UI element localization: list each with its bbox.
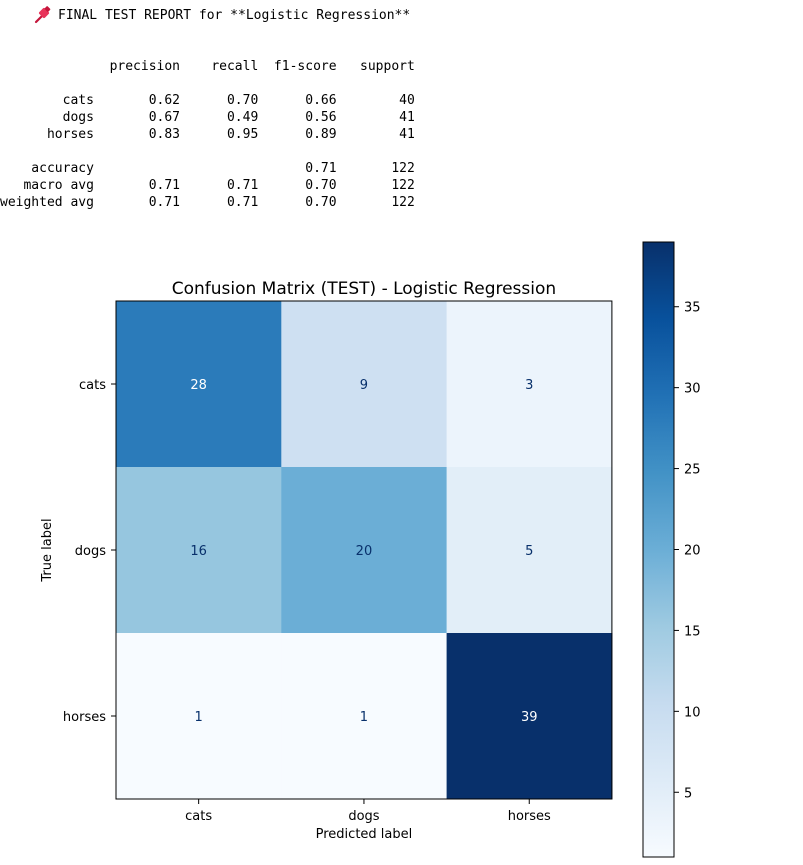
report-summary-row: accuracy 0.71 122	[0, 161, 415, 176]
report-header-text: FINAL TEST REPORT for **Logistic Regress…	[58, 7, 411, 23]
chart-title: Confusion Matrix (TEST) - Logistic Regre…	[172, 279, 556, 299]
colorbar-tick-label: 15	[684, 624, 701, 639]
cell-value-label: 9	[360, 378, 368, 393]
heatmap-cell	[116, 467, 282, 634]
heatmap-cell	[281, 467, 448, 634]
report-summary-row: weighted avg 0.71 0.71 0.70 122	[0, 195, 415, 210]
y-tick-label: horses	[63, 710, 106, 725]
y-axis-label: True label	[40, 518, 55, 582]
y-tick-label: cats	[79, 378, 106, 393]
cell-value-label: 16	[190, 544, 207, 559]
y-tick-label: dogs	[75, 544, 106, 559]
heatmap-cell	[281, 633, 448, 800]
x-tick-label: cats	[185, 809, 212, 824]
cell-value-label: 39	[521, 710, 538, 725]
heatmap-cell	[446, 633, 613, 800]
report-header: FINAL TEST REPORT for **Logistic Regress…	[32, 6, 410, 24]
report-summary-row: macro avg 0.71 0.71 0.70 122	[0, 178, 415, 193]
cell-value-label: 1	[195, 710, 203, 725]
colorbar-tick-label: 35	[684, 301, 701, 316]
cell-value-label: 20	[356, 544, 373, 559]
colorbar-tick-label: 20	[684, 544, 701, 559]
x-tick-label: dogs	[348, 809, 379, 824]
classification-report: precision recall f1-score support cats 0…	[0, 58, 415, 211]
report-row: cats 0.62 0.70 0.66 40	[0, 93, 415, 108]
heatmap-cell	[116, 633, 282, 800]
x-tick-label: horses	[508, 809, 551, 824]
cell-value-label: 3	[525, 378, 533, 393]
heatmap-cell	[281, 301, 448, 468]
colorbar-tick-label: 25	[684, 463, 701, 478]
cell-value-label: 28	[190, 378, 207, 393]
report-header-row: precision recall f1-score support	[0, 59, 415, 74]
colorbar	[642, 241, 675, 858]
heatmap-cell	[446, 301, 613, 468]
report-row: dogs 0.67 0.49 0.56 41	[0, 110, 415, 125]
heatmap-cell	[116, 301, 282, 468]
colorbar-tick-label: 5	[684, 786, 692, 801]
colorbar-tick-label: 10	[684, 705, 701, 720]
cell-value-label: 1	[360, 710, 368, 725]
x-axis-label: Predicted label	[316, 827, 413, 842]
report-row: horses 0.83 0.95 0.89 41	[0, 127, 415, 142]
cell-value-label: 5	[525, 544, 533, 559]
colorbar-tick-label: 30	[684, 382, 701, 397]
heatmap-cell	[446, 467, 613, 634]
pushpin-icon	[32, 6, 54, 24]
